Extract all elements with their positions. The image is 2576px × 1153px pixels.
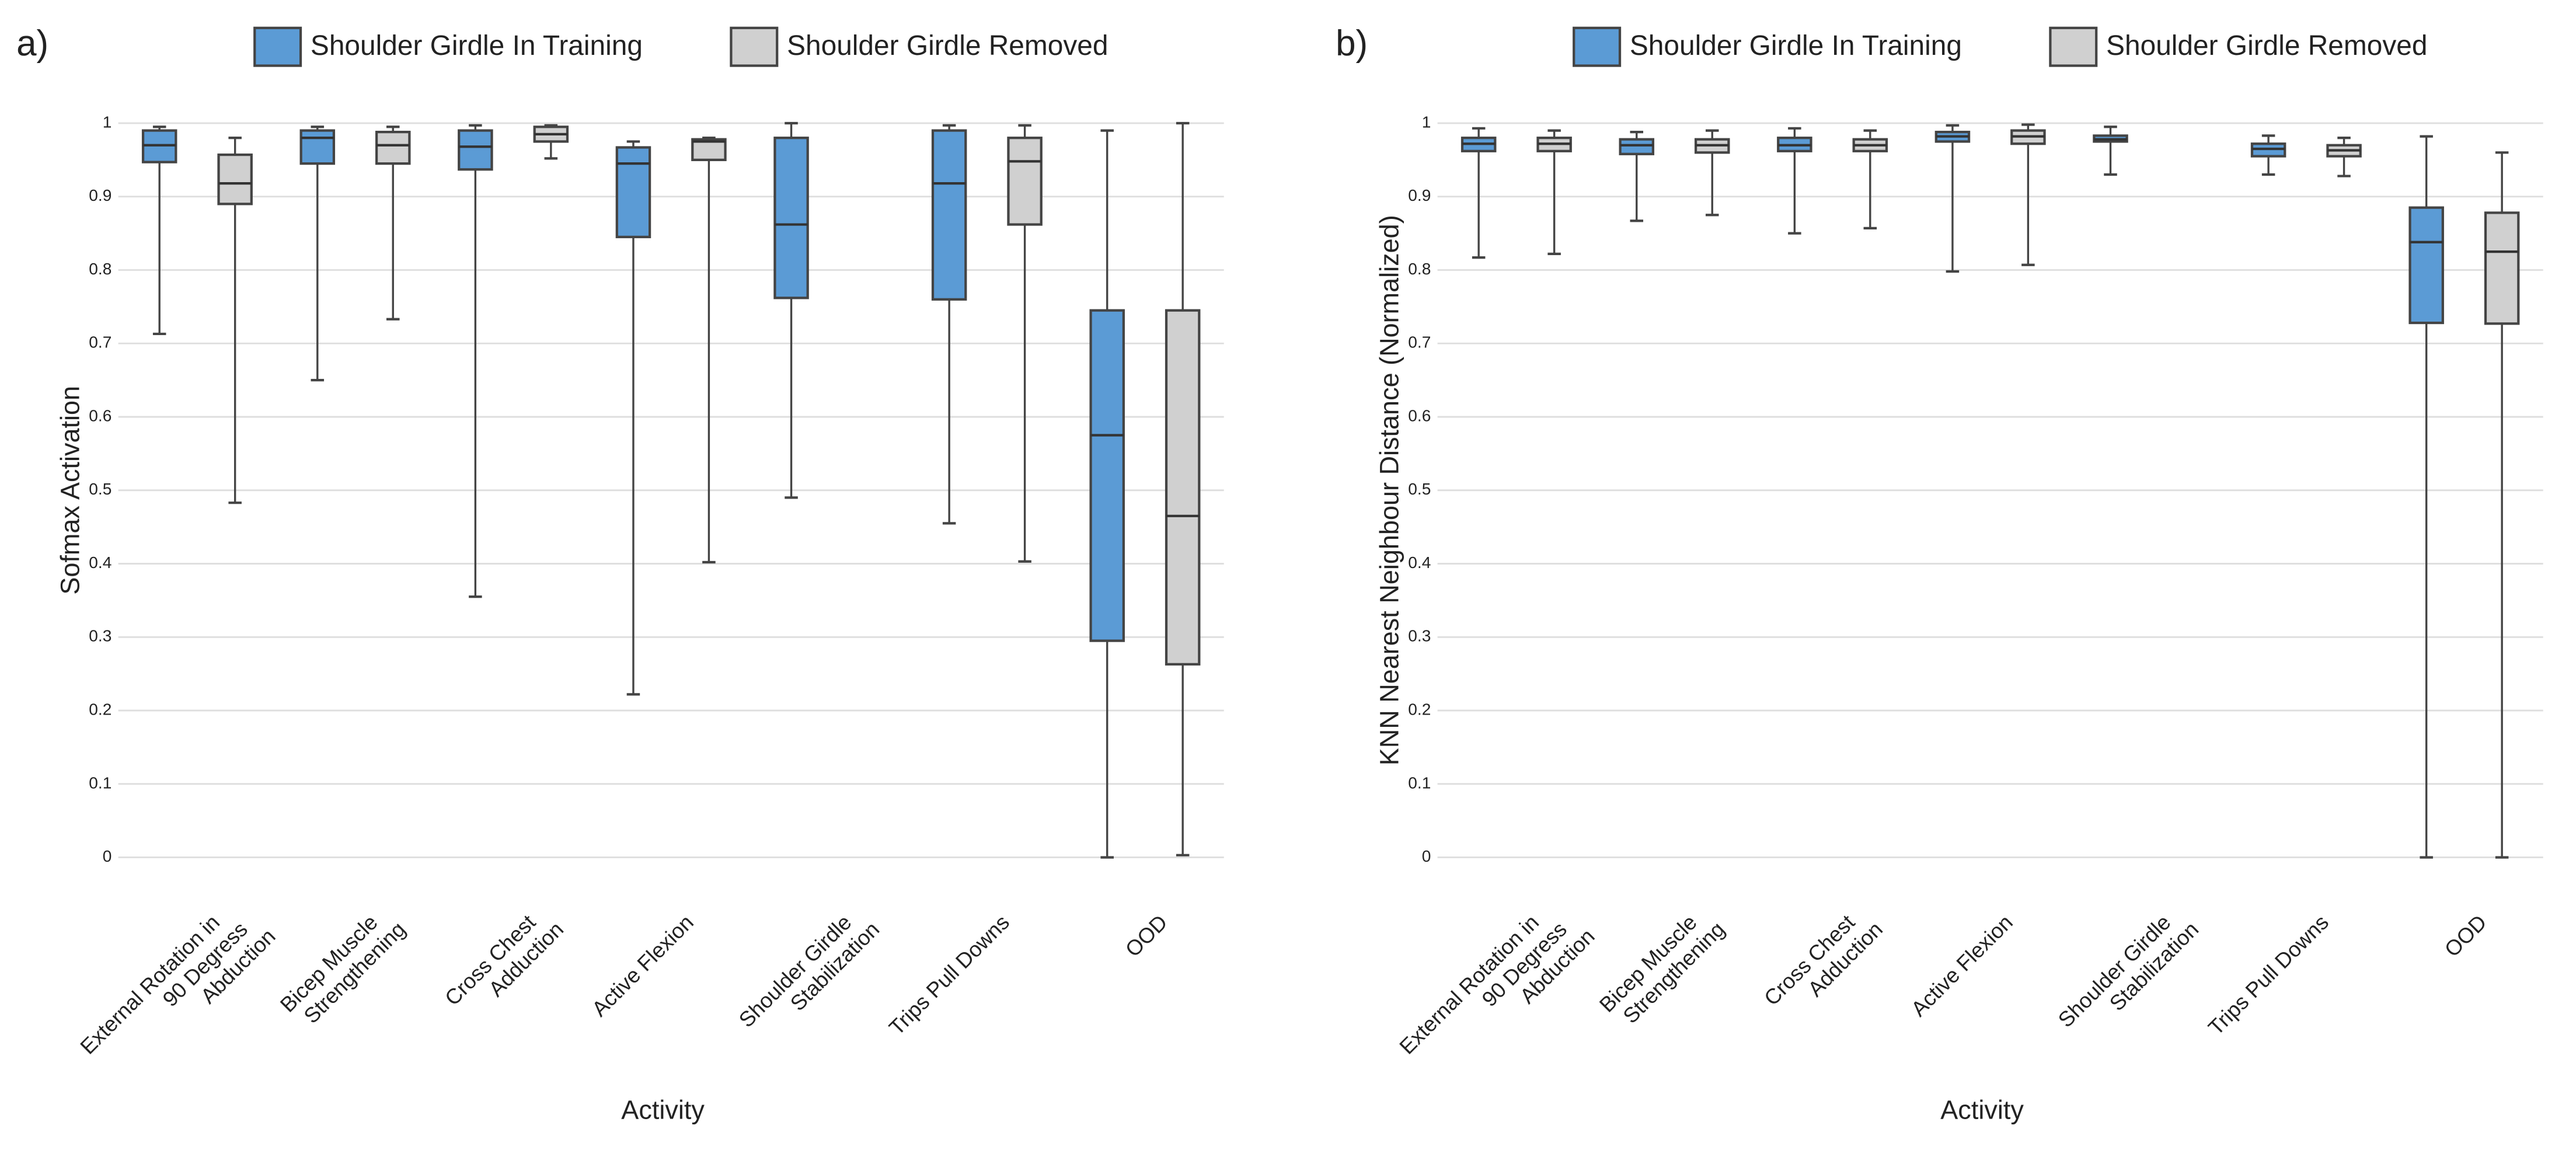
y-tick-label: 0.3 bbox=[89, 627, 111, 645]
y-tick-label: 0.5 bbox=[89, 480, 111, 498]
box bbox=[773, 137, 809, 299]
y-tick-label: 1 bbox=[103, 113, 112, 131]
y-tick-label: 0.1 bbox=[89, 774, 111, 792]
box bbox=[2484, 211, 2520, 325]
y-tick-label: 0.2 bbox=[1408, 701, 1431, 719]
legend-swatch bbox=[1573, 26, 1622, 67]
box bbox=[1619, 138, 1655, 155]
category-label: OOD bbox=[1121, 910, 1172, 962]
box bbox=[1165, 309, 1201, 666]
y-tick-label: 0.2 bbox=[89, 701, 111, 719]
x-axis-label: Activity bbox=[1940, 1095, 2024, 1125]
legend-label: Shoulder Girdle Removed bbox=[2106, 30, 2427, 61]
box bbox=[217, 153, 253, 205]
y-tick-label: 0.8 bbox=[1408, 260, 1431, 278]
legend-label: Shoulder Girdle Removed bbox=[787, 30, 1108, 61]
y-tick-label: 0.7 bbox=[89, 333, 111, 351]
y-tick-label: 0.5 bbox=[1408, 480, 1431, 498]
x-tick-label: Trips Pull Downs bbox=[2204, 910, 2333, 1040]
y-tick-label: 0.7 bbox=[1408, 333, 1431, 351]
box bbox=[375, 130, 411, 165]
legend-swatch bbox=[730, 26, 779, 67]
y-tick-label: 0.9 bbox=[1408, 186, 1431, 204]
box bbox=[931, 129, 967, 301]
x-axis-label: Activity bbox=[621, 1095, 705, 1125]
category-label: OOD bbox=[2440, 910, 2491, 962]
box bbox=[458, 129, 493, 171]
y-tick-label: 0.4 bbox=[89, 553, 111, 572]
y-tick-label: 0.1 bbox=[1408, 774, 1431, 792]
x-tick-label: Active Flexion bbox=[1906, 910, 2017, 1021]
panel-label: a) bbox=[16, 23, 48, 64]
y-tick-label: 1 bbox=[1422, 113, 1431, 131]
box bbox=[1007, 137, 1043, 226]
legend-swatch bbox=[253, 26, 302, 67]
legend-label: Shoulder Girdle In Training bbox=[1630, 30, 1962, 61]
legend-label: Shoulder Girdle In Training bbox=[311, 30, 643, 61]
box bbox=[299, 129, 336, 165]
y-tick-label: 0.3 bbox=[1408, 627, 1431, 645]
y-tick-label: 0.6 bbox=[1408, 406, 1431, 424]
y-axis-label: KNN Nearest Neighbour Distance (Normaliz… bbox=[1375, 215, 1404, 765]
legend-swatch bbox=[2049, 26, 2098, 67]
y-tick-label: 0.4 bbox=[1408, 553, 1431, 572]
x-tick-label: Active Flexion bbox=[587, 910, 698, 1021]
category-label: Active Flexion bbox=[587, 910, 698, 1021]
x-tick-label: OOD bbox=[1121, 910, 1172, 962]
panel-label: b) bbox=[1336, 23, 1368, 64]
category-label: Trips Pull Downs bbox=[884, 910, 1014, 1040]
y-tick-label: 0 bbox=[1422, 847, 1431, 865]
y-tick-label: 0.6 bbox=[89, 406, 111, 424]
y-tick-label: 0 bbox=[103, 847, 112, 865]
y-tick-label: 0.9 bbox=[89, 186, 111, 204]
category-label: Trips Pull Downs bbox=[2204, 910, 2333, 1040]
box bbox=[1089, 309, 1125, 642]
y-tick-label: 0.8 bbox=[89, 260, 111, 278]
box bbox=[2408, 206, 2444, 325]
x-tick-label: OOD bbox=[2440, 910, 2491, 962]
x-tick-label: Trips Pull Downs bbox=[884, 910, 1014, 1040]
category-label: Active Flexion bbox=[1906, 910, 2017, 1021]
y-axis-label: Sofmax Activation bbox=[55, 386, 85, 595]
box bbox=[615, 146, 651, 239]
